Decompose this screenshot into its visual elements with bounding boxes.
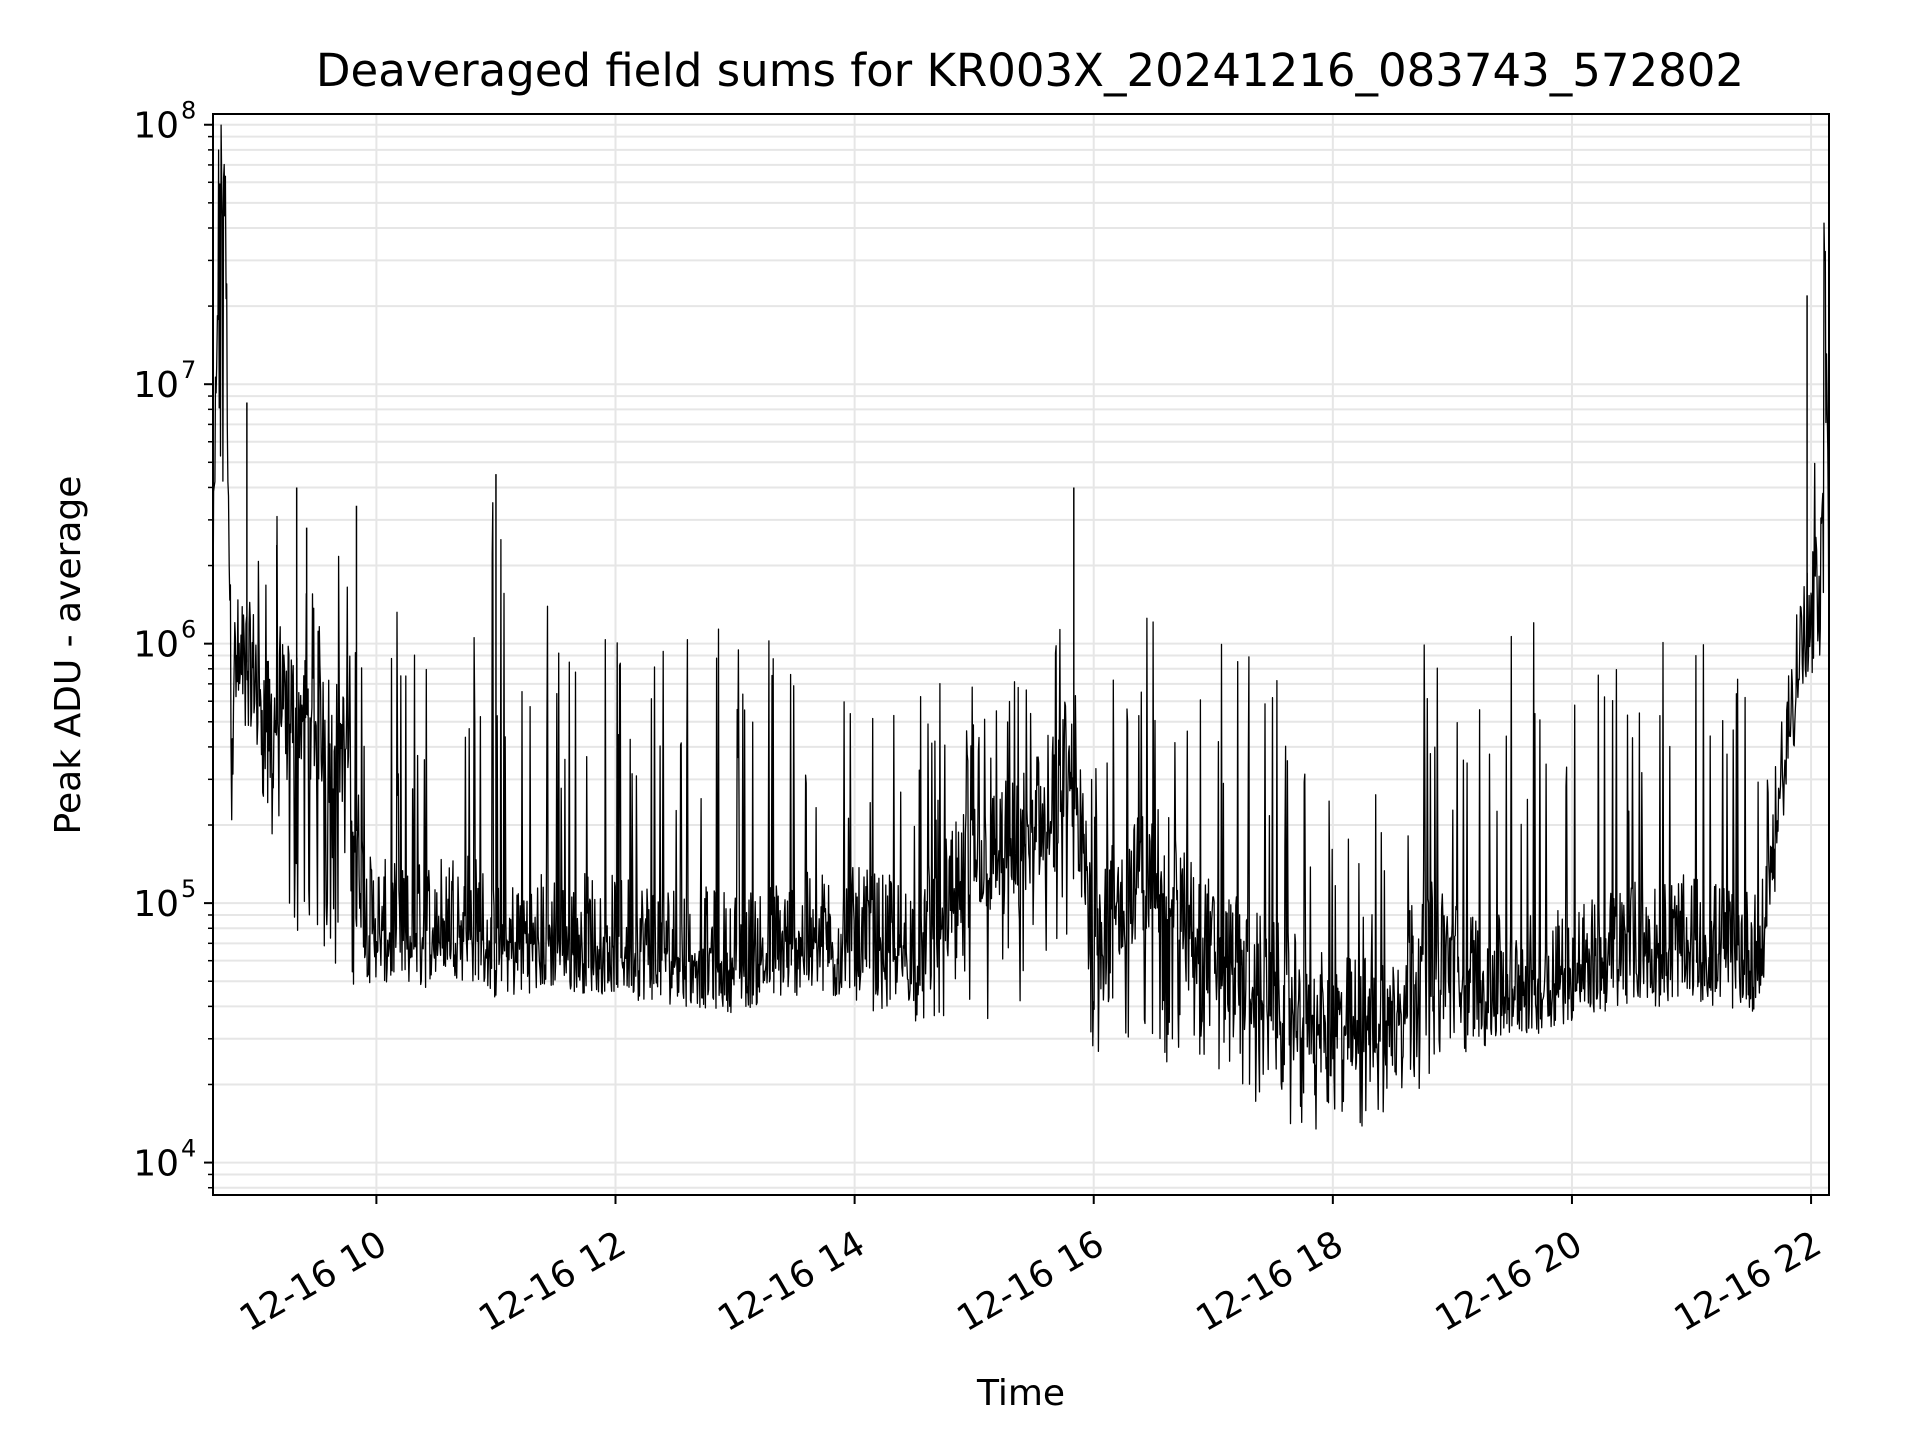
data-series-line: [212, 124, 1830, 1130]
y-axis-label: Peak ADU - average: [48, 476, 89, 835]
y-tick-exponent: 5: [181, 875, 196, 903]
y-tick-label: 10: [133, 1144, 179, 1185]
y-tick-exponent: 6: [181, 616, 196, 644]
y-tick-label: 10: [133, 106, 179, 147]
y-tick-label: 10: [133, 884, 179, 925]
y-tick-exponent: 7: [181, 356, 196, 384]
y-tick-label: 10: [133, 625, 179, 666]
plot-frame: [212, 113, 1830, 1196]
y-tick-exponent: 4: [181, 1135, 196, 1163]
y-tick-label: 10: [133, 365, 179, 406]
y-tick-exponent: 8: [181, 97, 196, 125]
chart-title: Deaveraged field sums for KR003X_2024121…: [316, 44, 1744, 97]
x-axis-label: Time: [976, 1373, 1065, 1414]
plot-data: [212, 124, 1830, 1130]
